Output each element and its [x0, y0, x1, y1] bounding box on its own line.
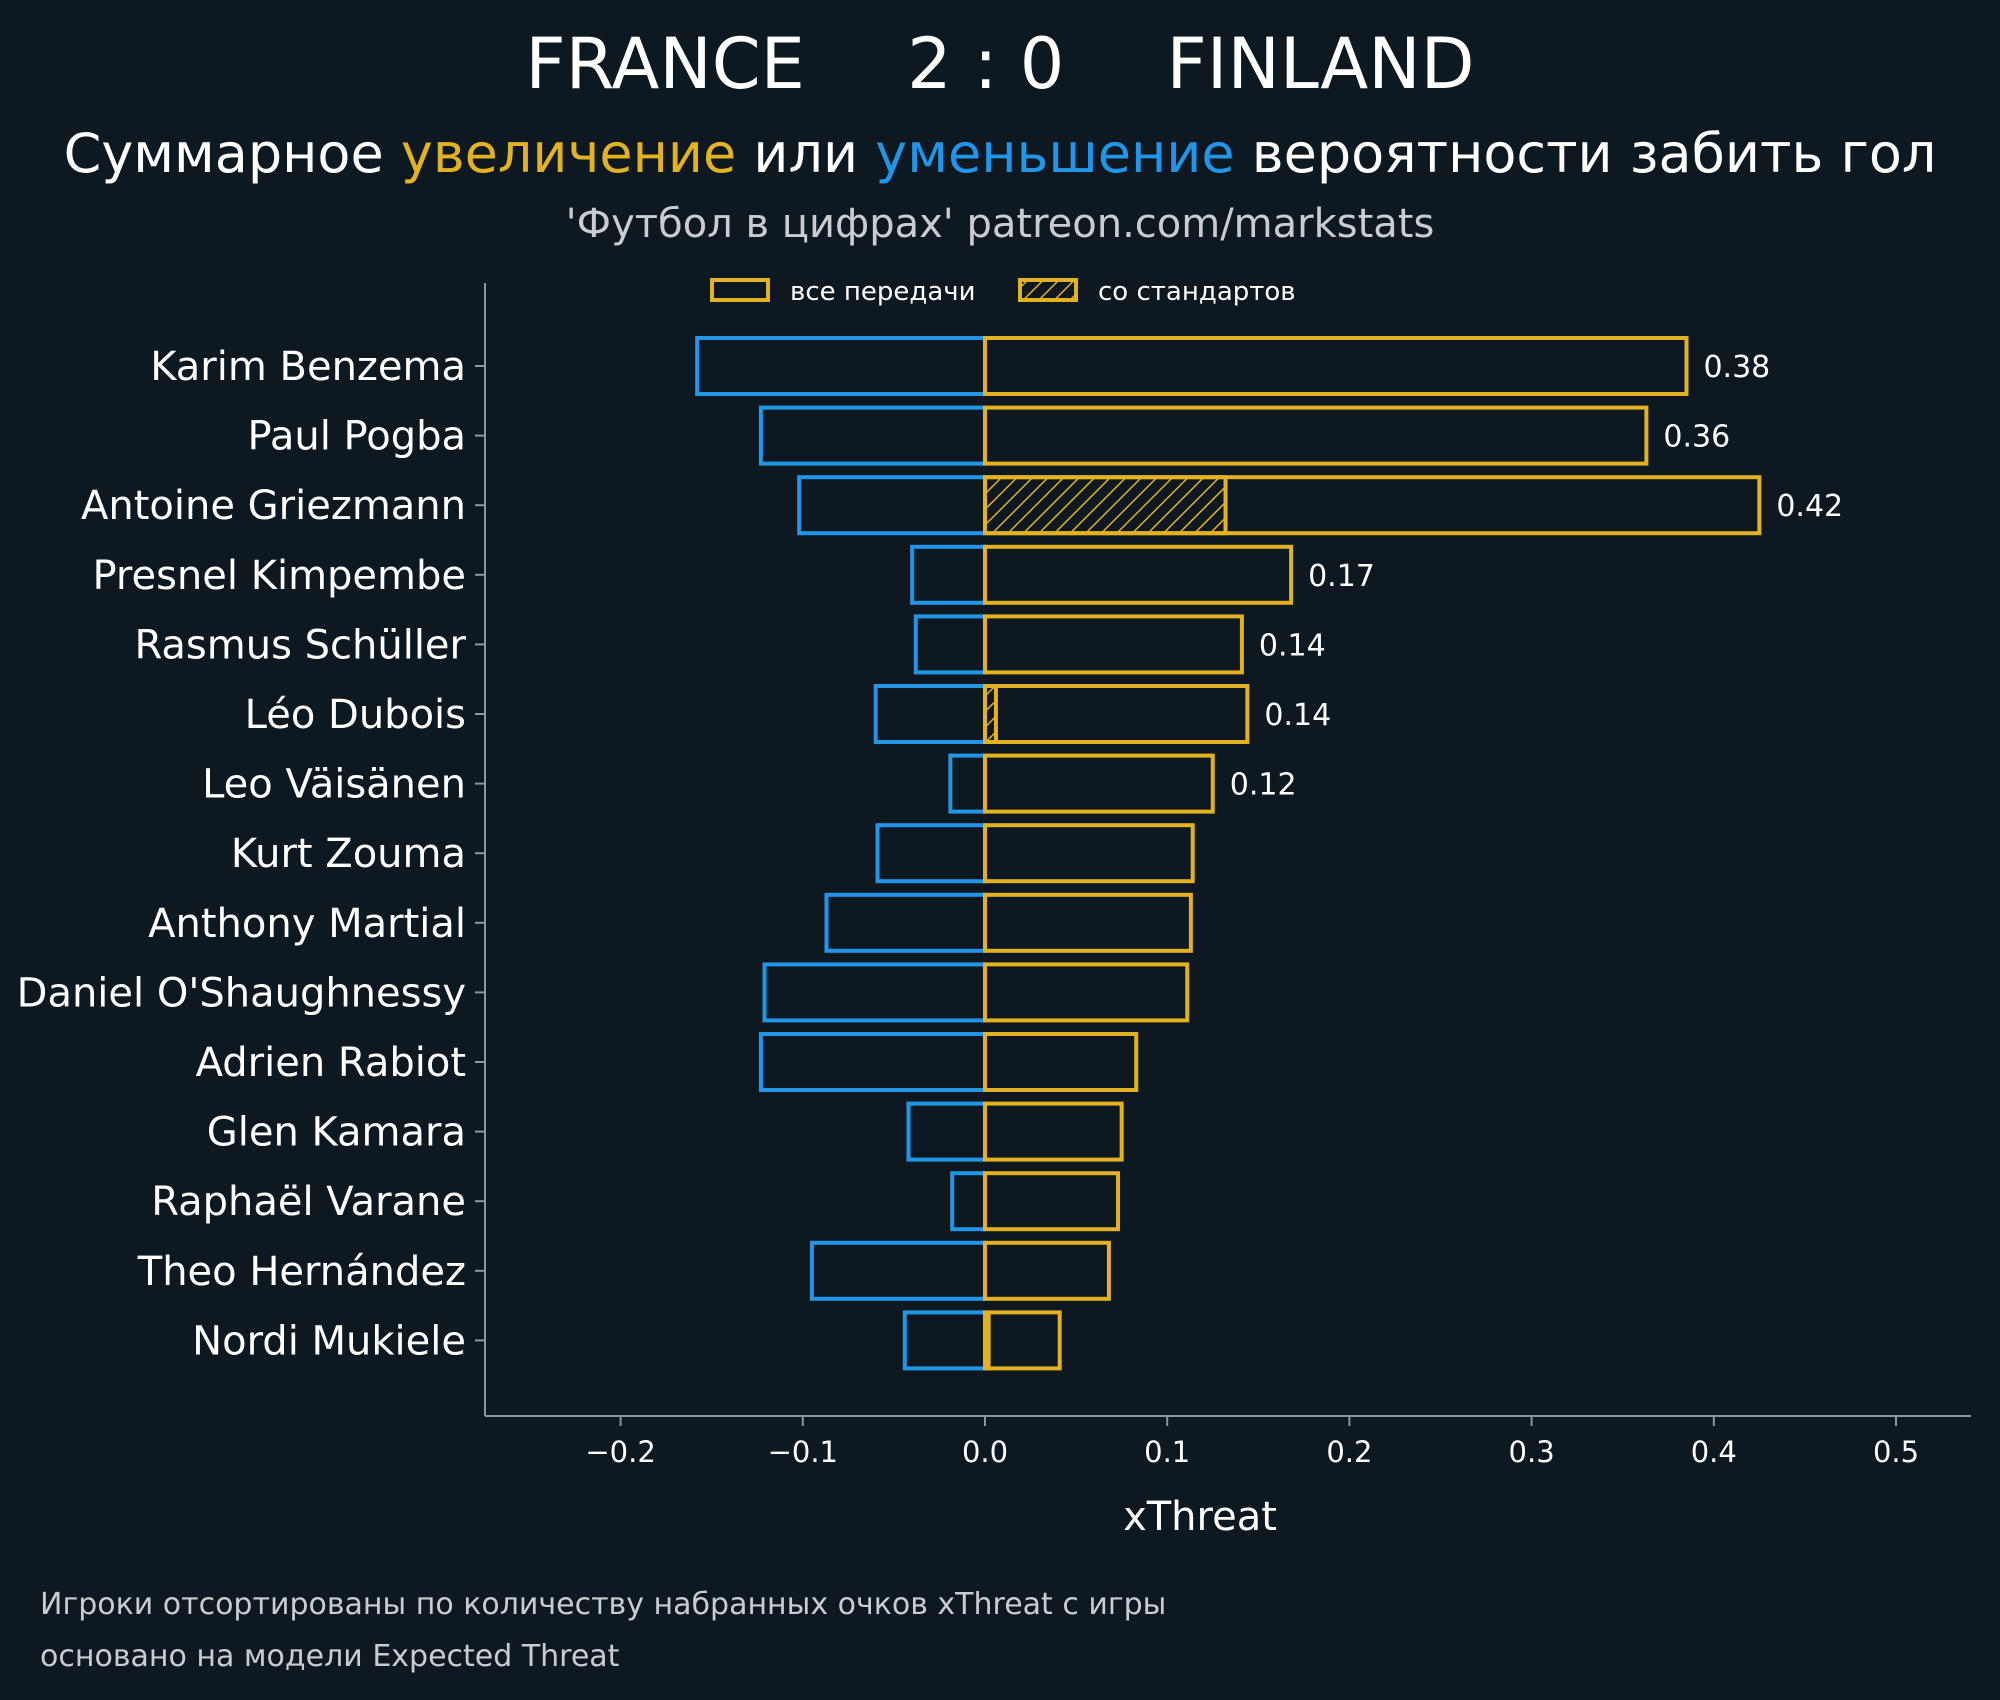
- bar-decrease: [873, 684, 987, 744]
- bar-increase: [983, 1032, 1139, 1092]
- subtitle-decrease: уменьшение: [875, 122, 1234, 185]
- bar-decrease: [902, 1310, 987, 1371]
- x-tick-label: −0.2: [585, 1435, 655, 1469]
- player-label: Raphaël Varane: [151, 1179, 466, 1225]
- bar-decrease: [910, 544, 987, 605]
- legend: все передачи со стандартов: [710, 277, 1296, 307]
- bar-increase: [983, 544, 1294, 605]
- bar-increase: [983, 684, 1250, 744]
- player-label: Glen Kamara: [207, 1110, 466, 1156]
- value-label: 0.12: [1230, 768, 1297, 803]
- source-credit: 'Футбол в цифрах' patreon.com/markstats: [566, 201, 1435, 247]
- bar-increase: [983, 823, 1195, 884]
- bar-decrease: [762, 962, 988, 1023]
- player-label: Adrien Rabiot: [196, 1040, 466, 1086]
- bar-decrease: [758, 1032, 987, 1092]
- bar-increase: [983, 1101, 1124, 1162]
- subtitle: Суммарное увеличение или уменьшение веро…: [64, 122, 1937, 185]
- bar-increase: [983, 475, 1762, 536]
- bar-decrease: [875, 823, 988, 884]
- value-label: 0.14: [1259, 628, 1326, 663]
- player-label: Leo Väisänen: [202, 762, 466, 808]
- player-label: Karim Benzema: [150, 344, 466, 390]
- bar-decrease: [824, 892, 988, 953]
- bar-decrease: [906, 1101, 988, 1162]
- bar-set-pieces: [983, 475, 1228, 536]
- bar-increase: [983, 614, 1244, 675]
- legend-swatch-set-pieces: [1018, 278, 1078, 302]
- legend-label-set-pieces: со стандартов: [1098, 277, 1296, 307]
- player-label: Kurt Zouma: [231, 831, 466, 877]
- player-label: Theo Hernández: [137, 1249, 466, 1295]
- value-label: 0.14: [1264, 698, 1331, 733]
- value-label: 0.36: [1663, 420, 1730, 455]
- subtitle-part1: Суммарное: [64, 122, 401, 185]
- x-ticks: −0.2 −0.1 0.0 0.1 0.2 0.3 0.4 0.5: [585, 1416, 1919, 1469]
- bar-decrease: [695, 336, 988, 396]
- x-tick-label: 0.3: [1509, 1435, 1555, 1469]
- bar-decrease: [913, 614, 987, 675]
- bar-increase: [983, 892, 1193, 953]
- value-label: 0.42: [1776, 489, 1843, 524]
- bars: 0.38 0.36 0.42 0.17 0.14 0.14 0.12: [695, 336, 1843, 1371]
- bar-increase: [983, 1310, 1062, 1371]
- player-label: Rasmus Schüller: [134, 622, 466, 668]
- footnote-line1: Игроки отсортированы по количеству набра…: [40, 1587, 1166, 1622]
- home-team: FRANCE: [525, 23, 804, 105]
- x-tick-label: 0.5: [1873, 1435, 1919, 1469]
- bar-increase: [983, 962, 1190, 1023]
- player-label: Daniel O'Shaughnessy: [17, 970, 466, 1016]
- x-tick-label: −0.1: [768, 1435, 838, 1469]
- player-label: Antoine Griezmann: [81, 483, 466, 529]
- bar-increase: [983, 1240, 1111, 1301]
- bar-increase: [983, 336, 1689, 396]
- player-label: Nordi Mukiele: [192, 1318, 466, 1364]
- score: 2 : 0: [907, 23, 1064, 105]
- subtitle-increase: увеличение: [401, 122, 736, 185]
- x-tick-label: 0.2: [1326, 1435, 1372, 1469]
- player-label: Paul Pogba: [248, 414, 466, 460]
- bar-decrease: [950, 1171, 987, 1232]
- x-axis-title: xThreat: [1123, 1494, 1277, 1540]
- legend-swatch-all-passes: [710, 278, 770, 302]
- y-ticks: Karim Benzema Paul Pogba Antoine Griezmann…: [17, 344, 485, 1364]
- player-label: Anthony Martial: [148, 901, 466, 947]
- x-tick-label: 0.4: [1691, 1435, 1737, 1469]
- bar-increase: [983, 753, 1215, 814]
- bar-decrease: [809, 1240, 987, 1301]
- legend-label-all-passes: все передачи: [790, 277, 976, 307]
- subtitle-part3: вероятности забить гол: [1252, 122, 1937, 185]
- player-label: Léo Dubois: [245, 692, 466, 738]
- match-title: FRANCE 2 : 0 FINLAND: [525, 23, 1474, 105]
- player-label: Presnel Kimpembe: [93, 553, 467, 599]
- value-label: 0.38: [1703, 350, 1770, 385]
- value-label: 0.17: [1308, 559, 1375, 594]
- away-team: FINLAND: [1167, 23, 1475, 105]
- bar-increase: [983, 405, 1649, 466]
- x-tick-label: 0.1: [1144, 1435, 1190, 1469]
- subtitle-part2: или: [753, 122, 875, 185]
- bar-decrease: [948, 753, 988, 814]
- x-tick-label: 0.0: [962, 1435, 1008, 1469]
- bar-decrease: [797, 475, 987, 536]
- bar-increase: [983, 1171, 1121, 1232]
- bar-decrease: [758, 405, 987, 466]
- footnote-line2: основано на модели Expected Threat: [40, 1639, 620, 1674]
